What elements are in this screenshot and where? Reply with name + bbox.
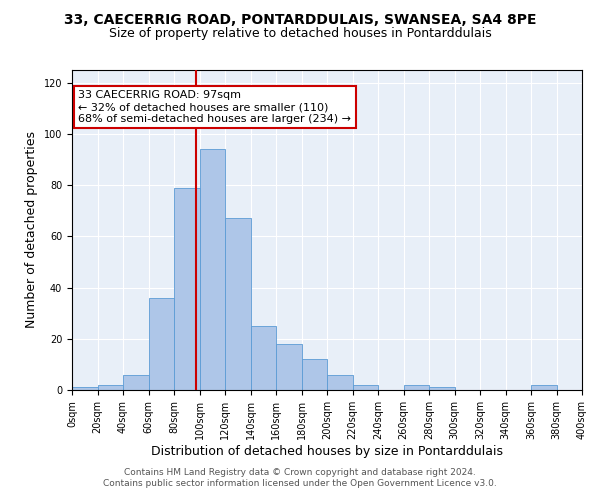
Bar: [174, 188, 199, 390]
Text: 33, CAECERRIG ROAD, PONTARDDULAIS, SWANSEA, SA4 8PE: 33, CAECERRIG ROAD, PONTARDDULAIS, SWANS…: [64, 12, 536, 26]
Bar: [123, 374, 149, 390]
Bar: [199, 150, 225, 390]
Bar: [276, 344, 302, 390]
Bar: [531, 385, 557, 390]
Bar: [353, 385, 378, 390]
Bar: [251, 326, 276, 390]
X-axis label: Distribution of detached houses by size in Pontarddulais: Distribution of detached houses by size …: [151, 444, 503, 458]
Text: 33 CAECERRIG ROAD: 97sqm
← 32% of detached houses are smaller (110)
68% of semi-: 33 CAECERRIG ROAD: 97sqm ← 32% of detach…: [79, 90, 352, 124]
Text: Size of property relative to detached houses in Pontarddulais: Size of property relative to detached ho…: [109, 28, 491, 40]
Bar: [72, 388, 97, 390]
Bar: [429, 388, 455, 390]
Text: Contains HM Land Registry data © Crown copyright and database right 2024.
Contai: Contains HM Land Registry data © Crown c…: [103, 468, 497, 487]
Bar: [404, 385, 429, 390]
Bar: [149, 298, 174, 390]
Y-axis label: Number of detached properties: Number of detached properties: [25, 132, 38, 328]
Bar: [225, 218, 251, 390]
Bar: [327, 374, 353, 390]
Bar: [302, 360, 327, 390]
Bar: [97, 385, 123, 390]
